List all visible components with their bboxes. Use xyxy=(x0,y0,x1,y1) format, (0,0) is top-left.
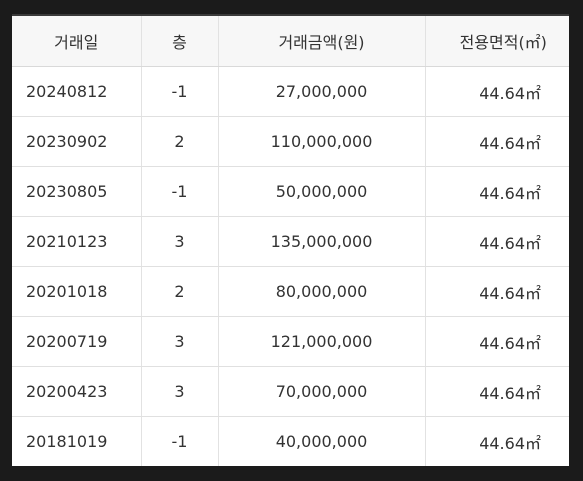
table-row: 20230902 2 110,000,000 44.64㎡ xyxy=(12,116,569,167)
cell-date: 20230902 xyxy=(12,116,142,167)
cell-price: 50,000,000 xyxy=(218,166,426,217)
cell-area: 44.64㎡ xyxy=(425,266,569,317)
table-row: 20240812 -1 27,000,000 44.64㎡ xyxy=(12,66,569,117)
table-row: 20200719 3 121,000,000 44.64㎡ xyxy=(12,316,569,367)
cell-floor: 3 xyxy=(141,366,219,417)
cell-date: 20200719 xyxy=(12,316,142,367)
cell-date: 20201018 xyxy=(12,266,142,317)
cell-floor: -1 xyxy=(141,416,219,466)
cell-price: 110,000,000 xyxy=(218,116,426,167)
header-date: 거래일 xyxy=(12,16,142,67)
table-row: 20210123 3 135,000,000 44.64㎡ xyxy=(12,216,569,267)
header-floor: 층 xyxy=(141,16,219,67)
cell-area: 44.64㎡ xyxy=(425,216,569,267)
transaction-table-container: 거래일 층 거래금액(원) 전용면적(㎡) 20240812 -1 27,000… xyxy=(12,14,569,466)
cell-price: 70,000,000 xyxy=(218,366,426,417)
cell-area: 44.64㎡ xyxy=(425,116,569,167)
cell-date: 20210123 xyxy=(12,216,142,267)
cell-area: 44.64㎡ xyxy=(425,366,569,417)
cell-price: 80,000,000 xyxy=(218,266,426,317)
header-price: 거래금액(원) xyxy=(218,16,426,67)
cell-price: 135,000,000 xyxy=(218,216,426,267)
cell-floor: -1 xyxy=(141,66,219,117)
cell-date: 20240812 xyxy=(12,66,142,117)
cell-price: 40,000,000 xyxy=(218,416,426,466)
cell-area: 44.64㎡ xyxy=(425,66,569,117)
cell-date: 20181019 xyxy=(12,416,142,466)
table-row: 20181019 -1 40,000,000 44.64㎡ xyxy=(12,416,569,466)
cell-floor: -1 xyxy=(141,166,219,217)
table-header-row: 거래일 층 거래금액(원) 전용면적(㎡) xyxy=(12,16,569,67)
cell-price: 27,000,000 xyxy=(218,66,426,117)
table-row: 20200423 3 70,000,000 44.64㎡ xyxy=(12,366,569,417)
cell-floor: 3 xyxy=(141,216,219,267)
cell-price: 121,000,000 xyxy=(218,316,426,367)
cell-floor: 2 xyxy=(141,266,219,317)
header-area: 전용면적(㎡) xyxy=(425,16,569,67)
cell-date: 20200423 xyxy=(12,366,142,417)
cell-area: 44.64㎡ xyxy=(479,433,541,453)
transaction-table: 거래일 층 거래금액(원) 전용면적(㎡) 20240812 -1 27,000… xyxy=(12,16,569,466)
table-row: 20230805 -1 50,000,000 44.64㎡ xyxy=(12,166,569,217)
cell-area: 44.64㎡ xyxy=(425,166,569,217)
cell-area: 44.64㎡ xyxy=(425,316,569,367)
table-row: 20201018 2 80,000,000 44.64㎡ xyxy=(12,266,569,317)
cell-floor: 2 xyxy=(141,116,219,167)
cell-floor: 3 xyxy=(141,316,219,367)
cell-date: 20230805 xyxy=(12,166,142,217)
